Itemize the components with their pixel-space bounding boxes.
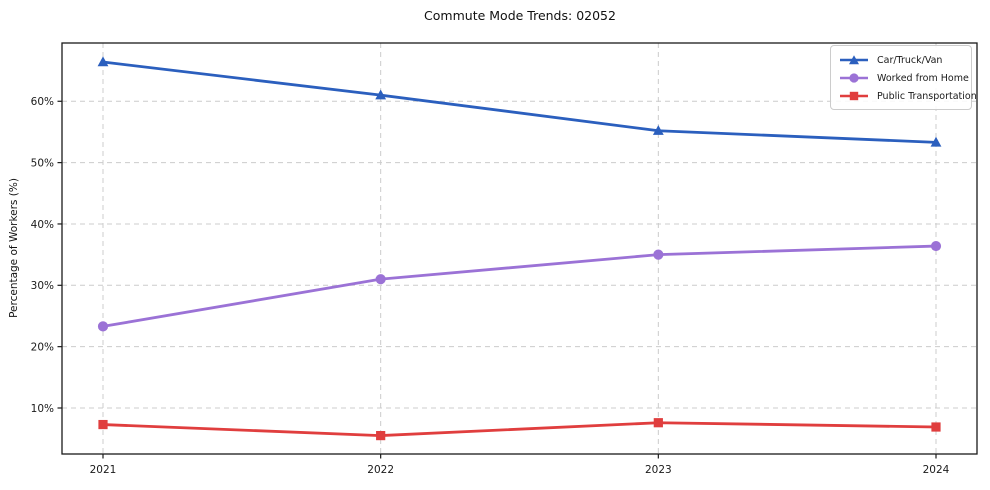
x-tick-label: 2023 <box>645 464 672 476</box>
series-line-public-transportation <box>101 421 938 437</box>
axes-border <box>61 42 978 455</box>
series-line-worked-from-home <box>101 244 938 328</box>
data-point-car-truck-van <box>375 89 387 100</box>
y-tick-label: 30% <box>31 280 54 292</box>
data-point-car-truck-van <box>930 136 942 147</box>
data-point-public-transportation <box>653 418 663 428</box>
y-tick-label: 40% <box>31 219 54 231</box>
series-line-car-truck-van <box>101 60 938 144</box>
data-point-public-transportation <box>98 419 108 430</box>
data-point-worked-from-home <box>653 249 664 260</box>
data-point-public-transportation <box>376 430 386 441</box>
data-point-worked-from-home <box>97 321 109 332</box>
y-tick-label: 60% <box>31 96 54 108</box>
data-point-worked-from-home <box>930 240 942 252</box>
y-tick-label: 50% <box>31 157 54 169</box>
legend-item-public-transportation: Public Transportation <box>838 87 977 105</box>
data-point-car-truck-van <box>97 56 109 67</box>
legend-line-triangle-icon <box>840 55 868 65</box>
y-tick-label: 20% <box>31 341 54 353</box>
legend-line-square-icon <box>840 91 868 101</box>
legend: Car/Truck/Van Worked from Home Public Tr… <box>830 45 977 110</box>
data-point-public-transportation <box>931 422 941 432</box>
x-tick-label: 2022 <box>367 464 394 476</box>
legend-label: Car/Truck/Van <box>877 54 943 66</box>
legend-label: Worked from Home <box>877 72 969 84</box>
legend-item-worked-from-home: Worked from Home <box>838 69 969 87</box>
data-point-car-truck-van <box>652 125 664 135</box>
y-tick-label: 10% <box>31 403 54 415</box>
legend-label: Public Transportation <box>877 90 977 102</box>
x-tick-label: 2021 <box>90 464 117 476</box>
legend-item-car-truck-van: Car/Truck/Van <box>838 51 963 69</box>
chart-title: Commute Mode Trends: 02052 <box>424 8 616 23</box>
legend-line-circle-icon <box>840 73 868 83</box>
data-point-worked-from-home <box>375 274 386 285</box>
x-tick-label: 2024 <box>923 464 950 476</box>
